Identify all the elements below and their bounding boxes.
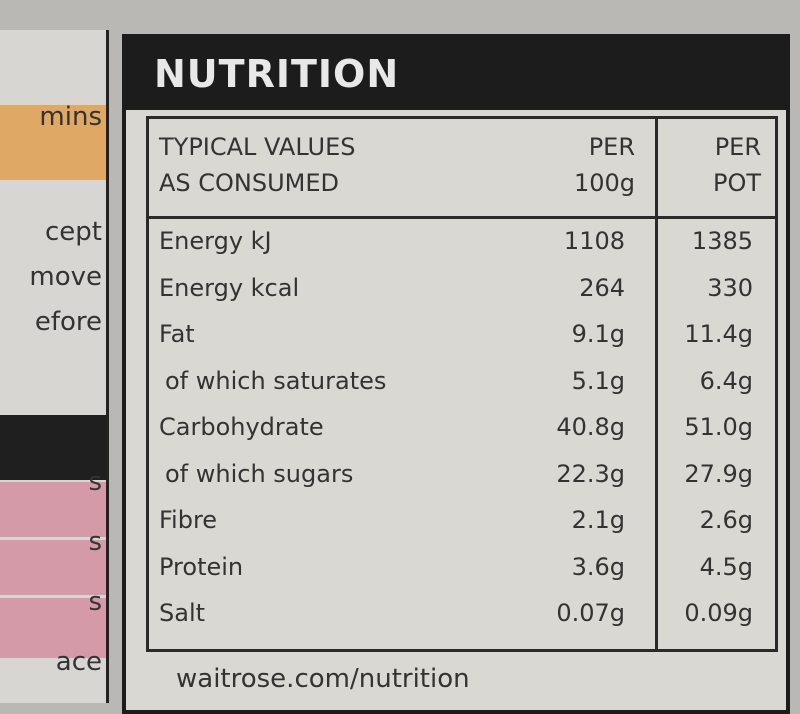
per-100g: 3.6g <box>571 552 625 581</box>
side-text: s <box>88 527 102 557</box>
per-pot: 2.6g <box>699 506 753 534</box>
side-text: efore <box>34 307 102 337</box>
header-cell: POT <box>712 169 761 197</box>
header-cell: TYPICAL VALUES <box>159 133 356 161</box>
nutrition-label: NUTRITION TYPICAL VALUES AS CONSUMED PER 10… <box>122 34 790 714</box>
per-pot: 27.9g <box>684 459 753 488</box>
header-cell: PER <box>588 133 635 161</box>
header-cell: AS CONSUMED <box>159 169 340 197</box>
per-pot: 0.09g <box>684 599 753 627</box>
per-pot: 11.4g <box>684 320 753 348</box>
per-pot: 51.0g <box>684 413 753 441</box>
per-pot: 1385 <box>691 227 753 255</box>
per-100g: 40.8g <box>556 413 625 441</box>
per-100g: 22.3g <box>556 459 625 488</box>
side-text: cept <box>45 217 102 247</box>
title-band <box>126 38 786 110</box>
header-cell: 100g <box>573 169 635 197</box>
orange-box <box>0 105 106 180</box>
per-pot: 6.4g <box>699 366 753 395</box>
nutrition-table: TYPICAL VALUES AS CONSUMED PER 100g PER POT En… <box>146 116 778 652</box>
per-100g: 0.07g <box>556 599 625 627</box>
nutrient-name: of which saturates <box>165 366 387 395</box>
title: NUTRITION <box>154 52 400 96</box>
per-100g: 5.1g <box>571 366 625 395</box>
nutrient-name: Salt <box>159 599 206 627</box>
nutrient-name: of which sugars <box>165 459 354 488</box>
side-panel: mins cept move efore s s s ace <box>0 30 109 703</box>
dark-band <box>0 415 106 480</box>
side-text: s <box>88 467 102 497</box>
side-text: mins <box>39 102 102 132</box>
footer-link: waitrose.com/nutrition <box>176 664 470 694</box>
nutrient-name: Carbohydrate <box>159 413 324 441</box>
pink-box <box>0 598 106 658</box>
header-cell: PER <box>714 133 761 161</box>
row-line <box>149 216 775 219</box>
per-100g: 1108 <box>563 227 625 255</box>
side-text: s <box>88 587 102 617</box>
nutrient-name: Energy kJ <box>159 227 272 255</box>
per-pot: 4.5g <box>699 552 753 581</box>
pink-box <box>0 540 106 595</box>
column-line <box>655 119 658 649</box>
side-text: ace <box>55 647 102 677</box>
per-100g: 2.1g <box>571 506 625 534</box>
per-100g: 9.1g <box>571 320 625 348</box>
nutrient-name: Protein <box>159 552 244 581</box>
nutrient-name: Fat <box>159 320 195 348</box>
per-pot: 330 <box>707 273 753 302</box>
side-text: move <box>29 262 102 292</box>
pink-box <box>0 482 106 537</box>
nutrient-name: Energy kcal <box>159 273 300 302</box>
per-100g: 264 <box>579 273 625 302</box>
nutrient-name: Fibre <box>159 506 218 534</box>
